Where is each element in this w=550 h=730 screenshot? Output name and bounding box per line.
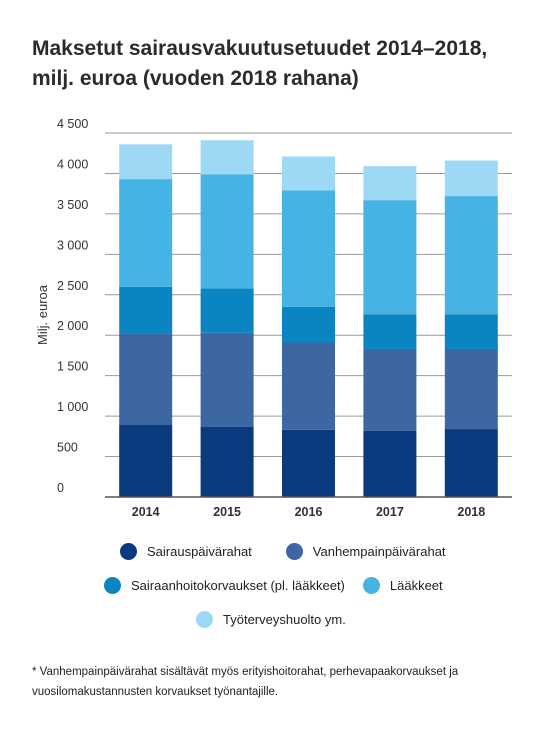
chart-title-line-2: milj. euroa (vuoden 2018 rahana)	[32, 67, 359, 90]
x-tick-label: 2018	[457, 505, 485, 519]
bar-segment	[282, 342, 335, 430]
y-tick-label: 3 500	[57, 198, 88, 212]
legend-row-2: Sairaanhoitokorvaukset (pl. lääkkeet) Lä…	[104, 577, 443, 594]
chart-title: Maksetut sairausvakuutusetuudet 2014–201…	[32, 34, 532, 94]
bar-segment	[444, 160, 498, 197]
bar-segment	[119, 425, 173, 497]
bar-segment	[363, 166, 417, 201]
bar-segment	[282, 156, 335, 191]
footnote: * Vanhempainpäivärahat sisältävät myös e…	[32, 666, 459, 698]
bar-segment	[444, 429, 498, 497]
x-tick-label: 2014	[132, 505, 160, 519]
legend-label-vanhempainpaivarahat: Vanhempainpäivärahat	[312, 544, 446, 559]
y-tick-label: 0	[57, 481, 64, 495]
bar-segment	[200, 332, 254, 427]
legend-label-tyoterveyshuolto: Työterveyshuolto ym.	[223, 612, 346, 627]
bar-segment	[119, 333, 173, 426]
bar-segment	[200, 426, 254, 497]
bar-segment	[200, 140, 254, 175]
bar-segment	[282, 429, 335, 497]
legend-label-sairaanhoitokorvaukset: Sairaanhoitokorvaukset (pl. lääkkeet)	[131, 578, 345, 593]
bar-segment	[363, 200, 417, 315]
y-axis-title: Milj. euroa	[35, 284, 50, 345]
bar-segment	[200, 174, 254, 289]
bar-segment	[444, 348, 498, 430]
bar-segment	[363, 348, 417, 431]
bar-segment	[119, 179, 173, 287]
bar-segment	[282, 190, 335, 307]
y-tick-label: 3 000	[57, 238, 88, 252]
x-tick-label: 2016	[295, 505, 323, 519]
x-tick-label: 2017	[376, 505, 404, 519]
bar-segment	[282, 306, 335, 343]
legend-label-laakkeet: Lääkkeet	[389, 578, 443, 593]
y-tick-label: 2 500	[57, 279, 88, 293]
y-tick-label: 500	[57, 441, 78, 455]
stacked-bar-chart: 0 500 1 000 1 500 2 000 2 500 3 000 3 500 4 000 4…	[35, 117, 512, 519]
bar-segment	[363, 430, 417, 497]
legend-swatch-sairaanhoitokorvaukset	[104, 577, 121, 594]
y-tick-label: 4 000	[57, 157, 88, 171]
bar-segment	[119, 286, 173, 334]
legend-row-1: Sairauspäivärahat Vanhempainpäivärahat	[120, 543, 446, 560]
y-tick-label: 1 500	[57, 360, 88, 374]
y-tick-label: 4 500	[57, 117, 88, 131]
legend-swatch-vanhempainpaivarahat	[285, 543, 303, 560]
bar-segment	[363, 314, 417, 349]
y-tick-label: 1 000	[57, 400, 88, 414]
y-tick-label: 2 000	[57, 319, 88, 333]
legend-swatch-sairauspaivarahat	[120, 543, 137, 560]
legend-swatch-tyoterveyshuolto	[196, 611, 213, 628]
legend-swatch-laakkeet	[362, 577, 380, 594]
bar-segment	[444, 314, 498, 349]
bar-segment	[200, 288, 254, 333]
bar-segment	[119, 144, 173, 180]
legend-row-3: Työterveyshuolto ym.	[196, 611, 346, 628]
chart-title-line-1: Maksetut sairausvakuutusetuudet 2014–201…	[32, 37, 488, 60]
legend-label-sairauspaivarahat: Sairauspäivärahat	[147, 544, 252, 559]
bar-segment	[444, 196, 498, 315]
x-tick-label: 2015	[213, 505, 241, 519]
